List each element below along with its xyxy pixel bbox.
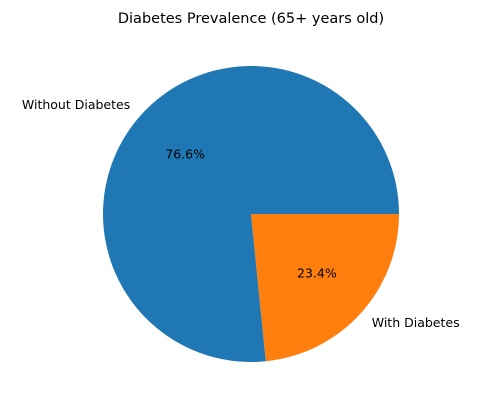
pie-slice-with-diabetes bbox=[251, 214, 399, 362]
pie-labels: Without Diabetes 76.6% With Diabetes 23.4% bbox=[22, 97, 460, 330]
slice-label: Without Diabetes bbox=[22, 97, 130, 112]
slice-percent-label: 23.4% bbox=[297, 266, 337, 281]
pie-slices bbox=[103, 66, 400, 363]
slice-label: With Diabetes bbox=[372, 315, 460, 330]
pie-slice-without-diabetes bbox=[103, 66, 400, 363]
slice-percent-label: 76.6% bbox=[165, 146, 205, 161]
chart-title: Diabetes Prevalence (65+ years old) bbox=[118, 11, 384, 27]
